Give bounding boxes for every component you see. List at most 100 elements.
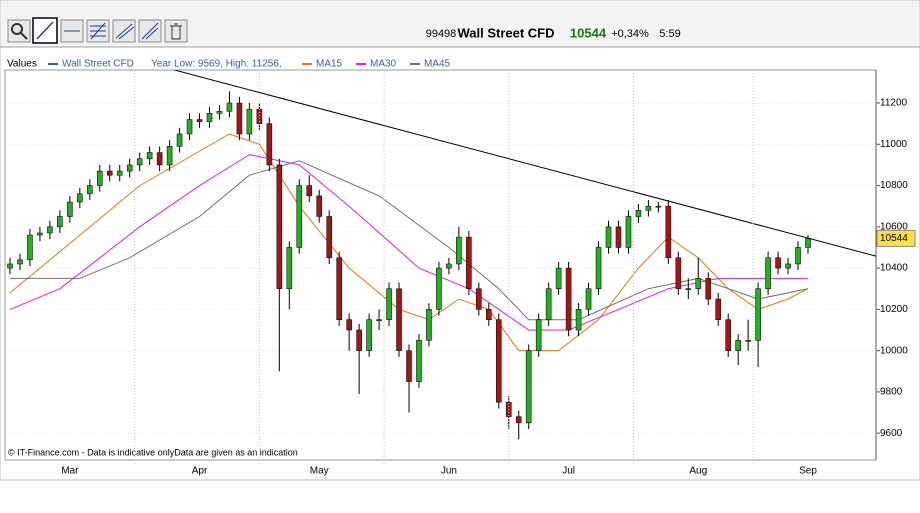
candle-body [745,340,751,342]
candle-body [57,216,63,228]
y-tick-label: 10000 [880,345,908,356]
candle-body [615,226,622,248]
candle-body [196,119,203,122]
candle-body [7,263,13,269]
candle-body [436,267,442,310]
candle-body [735,340,741,351]
parallel-icon [141,22,159,40]
y-tick-label: 9800 [880,387,903,398]
candle-body [326,216,333,259]
candle-body [336,257,342,320]
candle-body [376,319,382,321]
candle-body [635,210,642,217]
time: 5:59 [659,28,680,40]
candle-body [595,247,602,290]
candle-body [266,123,273,166]
y-tick-label: 11200 [880,98,908,109]
candle-body [96,170,103,186]
candle-body [545,288,552,320]
candle-body [765,257,771,290]
legend-label: Wall Street CFD [62,59,134,70]
candle-body [485,309,492,320]
candle-body [755,288,761,341]
candle-body [416,340,422,382]
candle-body [286,247,293,290]
y-tick-label: 11000 [880,139,908,150]
price-badge [876,229,916,247]
line-icon [36,21,54,40]
trash-icon [170,23,182,40]
price-badge-label: 10544 [880,233,908,244]
candle-body [625,216,632,248]
zoom-icon [20,32,28,40]
legend-label: MA30 [370,59,397,70]
y-tick-label: 10400 [880,263,908,274]
channel-icon [115,23,135,40]
candle-body [675,257,682,290]
candle-body [695,278,702,290]
legend-label: MA45 [424,59,451,70]
legend-label: Values [7,59,37,70]
footer: © IT-Finance.com - Data is indicative on… [8,447,298,457]
x-tick-label: Apr [192,466,208,477]
y-tick-label: 10800 [880,180,908,191]
candle-body [106,170,113,176]
candle-body [655,205,662,208]
candle-body [396,288,402,351]
ma-line [9,133,809,352]
code: 99498 [426,28,457,40]
candle-body [456,236,462,265]
candle-body [795,247,801,265]
candle-body [685,288,692,291]
candle-body [346,319,352,331]
candle-body [585,288,592,310]
change: +0,34% [611,28,649,40]
candle-body [126,164,133,172]
candle-body [47,226,53,234]
x-tick-label: May [310,466,329,477]
candle-body [446,263,452,269]
candle-body [805,238,811,248]
x-tick-label: Sep [799,466,817,477]
y-tick-label: 10200 [880,304,908,315]
candle-body [116,170,123,176]
candle-body [645,205,652,211]
ma-line [9,154,808,331]
candle-body [186,119,193,135]
x-tick-label: Jun [441,466,457,477]
candle-body [236,102,243,135]
candle-body [226,102,233,112]
candle-body [276,164,283,290]
candle-body [466,236,472,290]
zoom-icon [11,23,23,35]
last-price: 10544 [570,25,607,40]
candle-body [515,416,522,424]
candle-body [316,195,323,217]
candle-body [67,201,73,217]
x-tick-label: Jul [562,466,575,477]
candle-body [565,267,572,331]
candle-body [725,319,732,351]
candle-body [705,278,712,300]
candle-body [775,257,781,269]
candle-body [555,267,562,290]
candle-body [356,329,362,351]
candle-body [37,232,43,236]
candle-body [206,113,213,122]
candle-body [136,158,143,166]
candle-body [17,259,23,265]
candle-body [525,350,532,424]
candle-body [386,288,392,320]
candle-body [176,133,183,147]
candle-body [246,108,253,135]
candle-body [426,309,432,341]
candle-body [216,110,223,114]
x-tick-label: Mar [61,466,79,477]
plot [5,70,876,440]
candle-body [785,263,791,269]
y-tick-label: 10600 [880,221,908,232]
plot-area [4,69,877,461]
candle-body [77,193,83,203]
candle-body [366,319,372,351]
